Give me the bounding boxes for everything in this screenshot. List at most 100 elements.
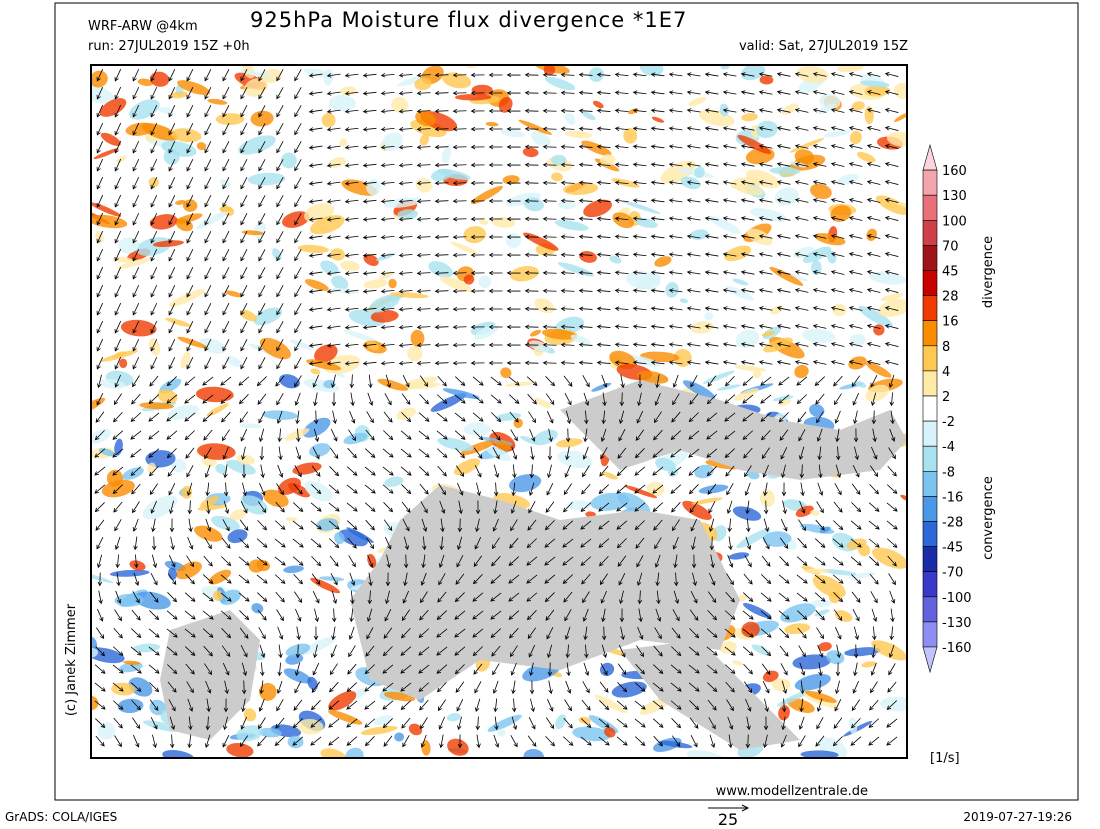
wind-arrow — [493, 734, 500, 748]
wind-arrow — [383, 735, 393, 747]
wind-arrow — [488, 234, 503, 240]
wind-arrow — [132, 284, 140, 298]
wind-arrow — [223, 698, 229, 713]
wind-arrow — [347, 537, 357, 549]
wind-arrow — [420, 591, 428, 604]
wind-arrow — [95, 519, 105, 531]
wind-arrow — [240, 645, 248, 658]
wind-arrow — [204, 69, 212, 82]
wind-arrow — [848, 144, 863, 149]
wind-arrow — [652, 718, 664, 728]
wind-arrow — [204, 321, 212, 334]
wind-arrow — [582, 375, 590, 388]
wind-arrow — [868, 736, 880, 746]
terrain-mask — [160, 610, 260, 740]
wind-arrow — [168, 248, 176, 262]
field-patch — [116, 155, 127, 163]
wind-arrow — [222, 303, 230, 316]
field-patch — [219, 179, 231, 187]
wind-arrow — [599, 681, 609, 693]
wind-arrow — [671, 627, 681, 639]
wind-arrow — [524, 252, 539, 258]
wind-arrow — [868, 520, 880, 530]
field-patch — [832, 303, 847, 317]
field-patch — [394, 732, 405, 742]
wind-arrow — [257, 609, 267, 621]
wind-arrow — [851, 375, 861, 387]
wind-arrow — [686, 288, 701, 293]
wind-arrow — [344, 181, 359, 186]
wind-arrow — [530, 698, 535, 713]
wind-arrow — [475, 716, 481, 731]
wind-arrow — [114, 86, 122, 100]
wind-arrow — [709, 572, 716, 586]
field-patch — [818, 642, 832, 652]
wind-arrow — [311, 465, 321, 477]
wind-arrow — [168, 158, 176, 172]
field-patch — [759, 489, 775, 507]
wind-arrow — [473, 555, 483, 567]
wind-arrow — [134, 554, 139, 569]
wind-arrow — [367, 392, 374, 406]
wind-arrow — [776, 144, 791, 149]
wind-arrow — [114, 284, 122, 298]
wind-arrow — [470, 234, 485, 240]
wind-arrow — [221, 645, 231, 657]
wind-arrow — [260, 662, 265, 677]
wind-arrow — [758, 288, 773, 293]
wind-arrow — [380, 91, 395, 96]
wind-arrow — [671, 735, 681, 747]
wind-arrow — [150, 248, 158, 262]
wind-arrow — [814, 556, 826, 566]
wind-arrow — [884, 216, 899, 221]
wind-arrow — [113, 411, 123, 423]
wind-arrow — [470, 180, 485, 186]
wind-arrow — [724, 375, 735, 387]
wind-arrow — [706, 448, 718, 458]
field-patch — [557, 201, 577, 210]
field-patch — [117, 258, 151, 269]
field-patch — [865, 384, 890, 402]
wind-arrow — [380, 271, 395, 276]
wind-arrow — [258, 698, 265, 712]
wind-arrow — [114, 158, 122, 172]
wind-arrow — [364, 736, 375, 747]
wind-arrow — [781, 716, 786, 731]
wind-arrow — [294, 339, 302, 352]
field-patch — [459, 440, 496, 456]
wind-arrow — [745, 536, 752, 550]
wind-arrow — [686, 198, 701, 203]
wind-arrow — [434, 252, 449, 258]
wind-arrow — [686, 342, 701, 347]
wind-arrow — [673, 590, 680, 605]
wind-arrow — [812, 198, 827, 203]
wind-arrow — [472, 646, 483, 657]
wind-arrow — [168, 104, 176, 118]
wind-arrow — [326, 199, 341, 204]
wind-arrow — [132, 320, 140, 334]
wind-arrow — [456, 465, 465, 478]
wind-arrow — [202, 412, 214, 422]
wind-arrow — [781, 482, 787, 497]
wind-arrow — [167, 681, 177, 693]
wind-arrow — [259, 644, 266, 658]
wind-arrow — [114, 230, 122, 244]
wind-arrow — [331, 374, 336, 389]
wind-arrow — [614, 216, 629, 221]
field-patch — [229, 509, 247, 521]
wind-arrow — [740, 144, 755, 149]
wind-arrow — [598, 484, 610, 495]
field-patch — [814, 609, 830, 617]
wind-arrow — [149, 682, 160, 693]
wind-arrow — [725, 681, 735, 693]
wind-arrow — [866, 216, 881, 221]
wind-arrow — [510, 519, 518, 532]
field-patch — [802, 246, 832, 263]
wind-arrow — [257, 735, 267, 747]
field-patch — [654, 256, 672, 267]
wind-arrow — [258, 267, 266, 280]
wind-arrow — [564, 609, 572, 622]
wind-arrow — [186, 140, 194, 154]
wind-arrow — [168, 68, 176, 82]
field-patch — [688, 96, 707, 106]
